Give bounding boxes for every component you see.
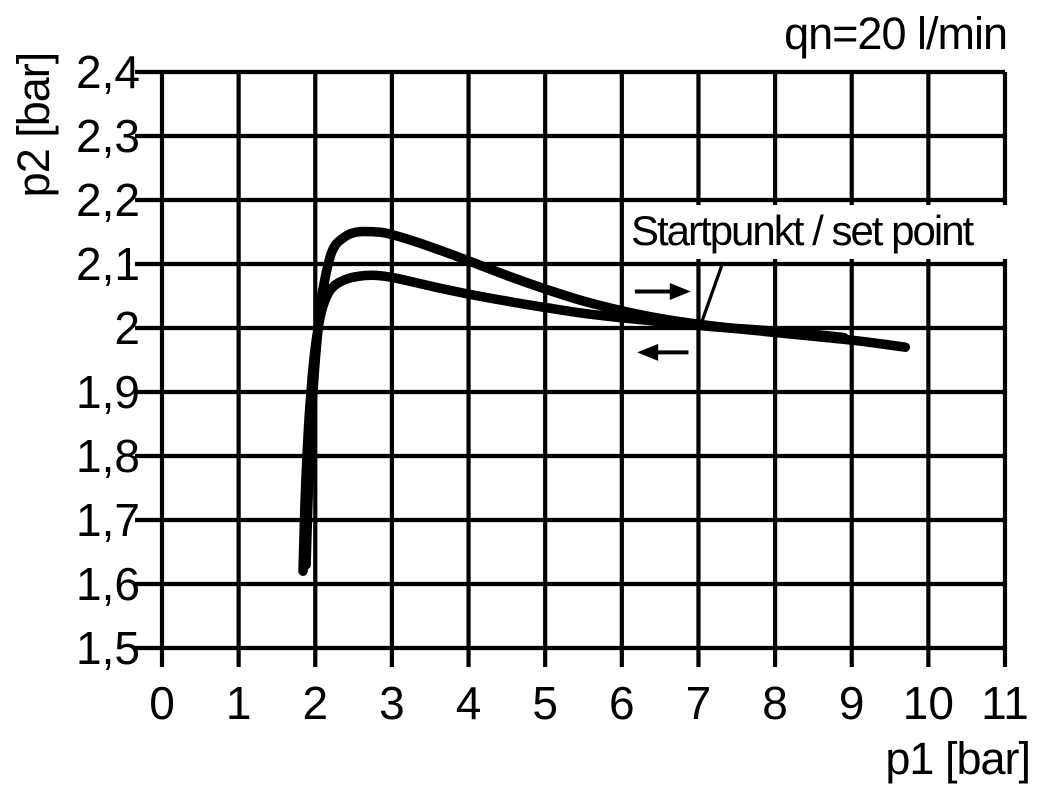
x-tick-label: 11 <box>981 677 1029 729</box>
flow-rate-annotation: qn=20 l/min <box>784 8 1008 59</box>
direction-arrow-left-head <box>637 343 659 361</box>
direction-arrow-right-head <box>669 283 691 301</box>
y-tick-label: 1,8 <box>76 430 140 482</box>
x-tick-label: 3 <box>379 677 405 729</box>
x-tick-label: 5 <box>532 677 558 729</box>
curve-lower-branch <box>298 270 849 576</box>
set-point-annotation: Startpunkt / set point <box>627 205 1008 259</box>
x-tick-label: 9 <box>838 677 865 729</box>
y-tick-label: 1,9 <box>76 366 140 418</box>
y-tick-label: 2,4 <box>76 46 140 98</box>
x-tick-label: 4 <box>455 677 482 729</box>
y-tick-label: 2,1 <box>76 238 140 290</box>
y-tick-label: 1,5 <box>76 622 140 674</box>
x-tick-label: 0 <box>149 677 175 729</box>
y-tick-label: 2 <box>114 302 140 354</box>
x-tick-label: 2 <box>302 677 329 729</box>
x-tick-label: 6 <box>609 677 635 729</box>
x-tick-label: 10 <box>902 677 954 729</box>
y-tick-label: 2,2 <box>76 174 140 226</box>
x-tick-label: 1 <box>225 677 252 729</box>
set-point-leader-line <box>699 261 725 326</box>
y-tick-label: 1,6 <box>76 558 140 610</box>
x-tick-label: 8 <box>762 677 788 729</box>
y-tick-label: 2,3 <box>76 110 140 162</box>
x-axis-label: p1 [bar] <box>885 733 1031 784</box>
x-tick-label: 7 <box>685 677 712 729</box>
y-tick-label: 1,7 <box>76 494 140 546</box>
